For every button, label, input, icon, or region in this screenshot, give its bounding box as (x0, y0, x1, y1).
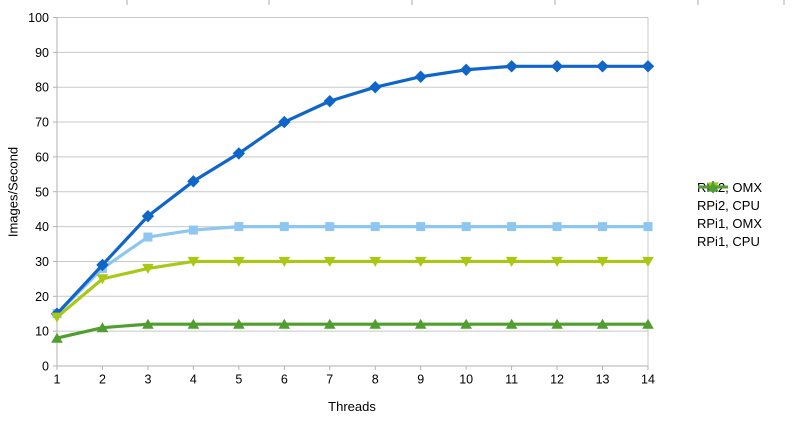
data-point (416, 222, 426, 232)
legend-label: RPi1, CPU (697, 233, 760, 249)
x-axis-title: Threads (328, 399, 376, 414)
data-point (414, 70, 427, 83)
data-point (323, 318, 336, 329)
data-point (369, 256, 382, 267)
data-point (323, 94, 336, 108)
y-tick-label: 10 (35, 325, 49, 339)
data-point (414, 256, 427, 267)
data-point (325, 222, 335, 232)
data-point (505, 60, 518, 73)
data-point (461, 222, 471, 232)
data-point (187, 318, 200, 329)
data-point (96, 258, 109, 272)
data-point (505, 256, 518, 267)
y-tick-label: 70 (35, 116, 49, 130)
data-point (550, 60, 564, 73)
data-point (596, 256, 609, 267)
data-point (414, 318, 427, 329)
y-tick-label: 80 (35, 81, 49, 95)
series-rpi2-cpu (50, 60, 655, 320)
top-edge-ticks (126, 0, 785, 5)
y-tick-label: 40 (35, 220, 49, 234)
data-point (596, 318, 609, 329)
data-point (141, 209, 155, 223)
series-rpi1-cpu (51, 318, 654, 343)
data-point (370, 222, 380, 232)
x-tick-label: 6 (281, 373, 288, 387)
data-point (279, 222, 289, 232)
data-point (96, 322, 109, 333)
x-tick-label: 13 (596, 373, 610, 387)
data-point (707, 181, 719, 192)
data-point (143, 232, 153, 242)
data-point (459, 63, 473, 76)
legend-entry: RPi2, CPU (697, 180, 762, 213)
data-point (278, 115, 291, 129)
legend: RPi2, OMX RPi2, CPU RPi1, OMX RPi1, CPU (697, 180, 763, 249)
data-point (233, 256, 245, 267)
data-point (642, 256, 654, 267)
data-point (96, 274, 109, 285)
data-point (507, 222, 517, 232)
data-point (233, 318, 245, 329)
legend-label: RPi1, OMX (697, 215, 763, 231)
data-point (643, 222, 653, 232)
data-point (641, 60, 655, 73)
x-tick-label: 1 (54, 373, 61, 387)
x-tick-label: 11 (505, 373, 518, 387)
data-point (234, 222, 244, 232)
legend-entry: RPi1, CPU (697, 181, 762, 249)
data-point (187, 175, 200, 188)
x-tick-label: 12 (550, 373, 564, 387)
x-tick-label: 4 (190, 373, 197, 387)
data-point (51, 332, 63, 343)
data-point (187, 256, 200, 267)
data-point (460, 318, 472, 329)
data-point (551, 318, 563, 329)
legend-marker-triangle-up-icon (698, 181, 728, 192)
y-tick-label: 50 (35, 185, 49, 199)
data-point (642, 318, 654, 329)
x-tick-label: 10 (459, 373, 473, 387)
data-point (51, 312, 63, 323)
data-point (232, 147, 246, 160)
data-point (278, 318, 291, 329)
data-point (142, 263, 154, 274)
x-tick-label: 2 (99, 373, 106, 387)
data-point (278, 256, 291, 267)
x-tick-label: 8 (372, 373, 379, 387)
data-point (323, 256, 336, 267)
legend-entry: RPi1, OMX (697, 182, 763, 231)
y-axis-title: Images/Second (5, 146, 21, 238)
y-tick-label: 30 (35, 255, 49, 269)
data-point (505, 318, 518, 329)
data-point (551, 256, 563, 267)
x-tick-label: 9 (417, 373, 424, 387)
x-tick-label: 7 (326, 373, 333, 387)
data-point (369, 318, 382, 329)
data-point (552, 222, 562, 232)
legend-label: RPi2, CPU (697, 197, 760, 213)
data-point (460, 256, 472, 267)
data-point (596, 60, 609, 73)
y-tick-label: 100 (28, 11, 49, 25)
data-point (369, 81, 382, 94)
data-point (598, 222, 608, 232)
y-tick-label: 90 (35, 46, 49, 60)
data-point (142, 318, 154, 329)
y-tick-label: 60 (35, 150, 49, 164)
y-tick-label: 20 (35, 290, 49, 304)
x-tick-label: 3 (144, 373, 151, 387)
x-tick-label: 14 (641, 373, 655, 387)
data-point (188, 225, 198, 235)
x-tick-label: 5 (235, 373, 242, 387)
series-rpi1-omx (51, 256, 654, 323)
y-tick-label: 0 (42, 360, 49, 374)
